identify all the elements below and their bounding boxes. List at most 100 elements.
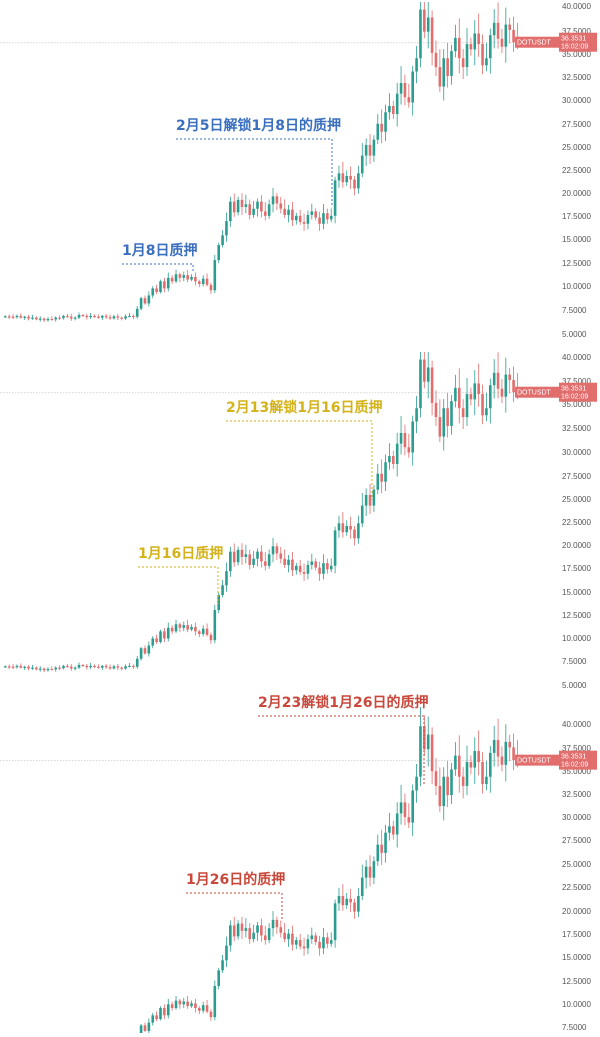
candle-body [143,648,147,654]
candle-body [174,1000,178,1008]
candle-body [492,740,496,753]
candle-body [399,802,403,814]
candle-body [364,494,368,506]
annotation-label: 1月8日质押 [122,242,197,259]
candle-body [159,1007,162,1019]
candle-body [201,1005,205,1011]
candle-body [271,546,275,555]
candle-body [345,175,349,183]
candle-body [77,664,81,668]
candle-body [360,505,364,524]
candle-body [492,22,496,36]
candle-body [46,668,50,671]
candle-body [489,385,492,409]
candle-body [46,318,50,321]
candle-body [116,666,120,668]
candle-body [318,567,321,574]
candle-body [407,447,411,453]
candle-body [23,316,26,318]
candle-body [442,58,446,87]
candle-body [256,201,259,209]
candle-body [244,554,248,557]
candle-body [236,549,240,563]
candle-body [31,667,34,669]
candle-body [112,666,116,669]
y-tick-label: 22.5000 [562,883,591,892]
candle-body [481,394,484,416]
candle-body [236,923,240,937]
candle-body [446,408,449,426]
annotation-leader-line [122,263,194,271]
candle-body [454,755,457,770]
candle-body [291,209,294,221]
y-tick-label: 35.0000 [562,50,591,59]
candle-body [194,276,197,282]
candle-body [166,1004,170,1016]
candle-body [457,387,461,409]
candle-body [151,1015,155,1023]
y-tick-label: 20.0000 [562,189,591,198]
candle-body [7,666,11,668]
candle-body [163,1007,166,1016]
candle-body [364,144,368,156]
candle-body [461,408,465,418]
candle-body [166,277,170,289]
candle-body [302,946,306,949]
candle-body [178,1000,182,1005]
candle-body [473,751,477,768]
candle-body [333,530,337,566]
candle-body [194,626,197,632]
candle-body [461,58,465,68]
candle-body [512,747,515,761]
candle-body [310,935,314,940]
candle-body [403,83,407,98]
candle-body [345,898,349,906]
candle-body [166,627,170,639]
candle-body [353,902,356,912]
chart-panel-2: 40.0000 37.5000 35.0000 32.5000 30.0000 27.50… [0,352,597,690]
candle-body [302,222,306,224]
candle-body [205,278,209,285]
candle-body [450,769,453,796]
candle-body [170,277,174,282]
candle-body [89,665,92,668]
candle-body [295,565,298,571]
candle-body [454,387,457,402]
candle-body [225,221,228,236]
candle-body [116,316,120,318]
candle-body [415,776,418,791]
candle-body [275,546,279,554]
candle-body [58,667,61,669]
candle-body [54,667,58,670]
candle-body [159,631,162,642]
candle-body [248,554,252,565]
candle-body [403,433,407,448]
annotation-label: 2月13解锁1月16日质押 [226,399,382,416]
candle-body [376,123,380,140]
y-tick-label: 17.5000 [562,564,591,573]
candle-body [217,970,220,986]
candle-body [108,667,112,669]
candle-body [399,83,403,94]
candle-body [124,666,127,669]
candle-body [15,665,19,668]
y-tick-label: 27.5000 [562,836,591,845]
candle-body [186,275,189,280]
candle-body [244,204,248,207]
candle-body [182,625,186,628]
candle-body [104,665,108,668]
candle-body [209,634,213,641]
candle-body [349,898,352,903]
symbol-label: DOTUSDT [517,390,552,397]
symbol-tag [515,386,559,398]
candle-body [213,610,217,641]
annotation-leader-line [258,715,425,785]
last-price-value: 36.3531 [561,754,586,761]
candle-body [457,755,461,777]
candle-body [318,941,321,949]
candle-body [415,58,418,72]
candle-body [380,473,383,482]
candle-body [295,940,298,945]
chart-panel-3: 40.0000 37.5000 35.0000 32.5000 30.0000 27.50… [0,694,597,1033]
candle-body [403,802,407,818]
